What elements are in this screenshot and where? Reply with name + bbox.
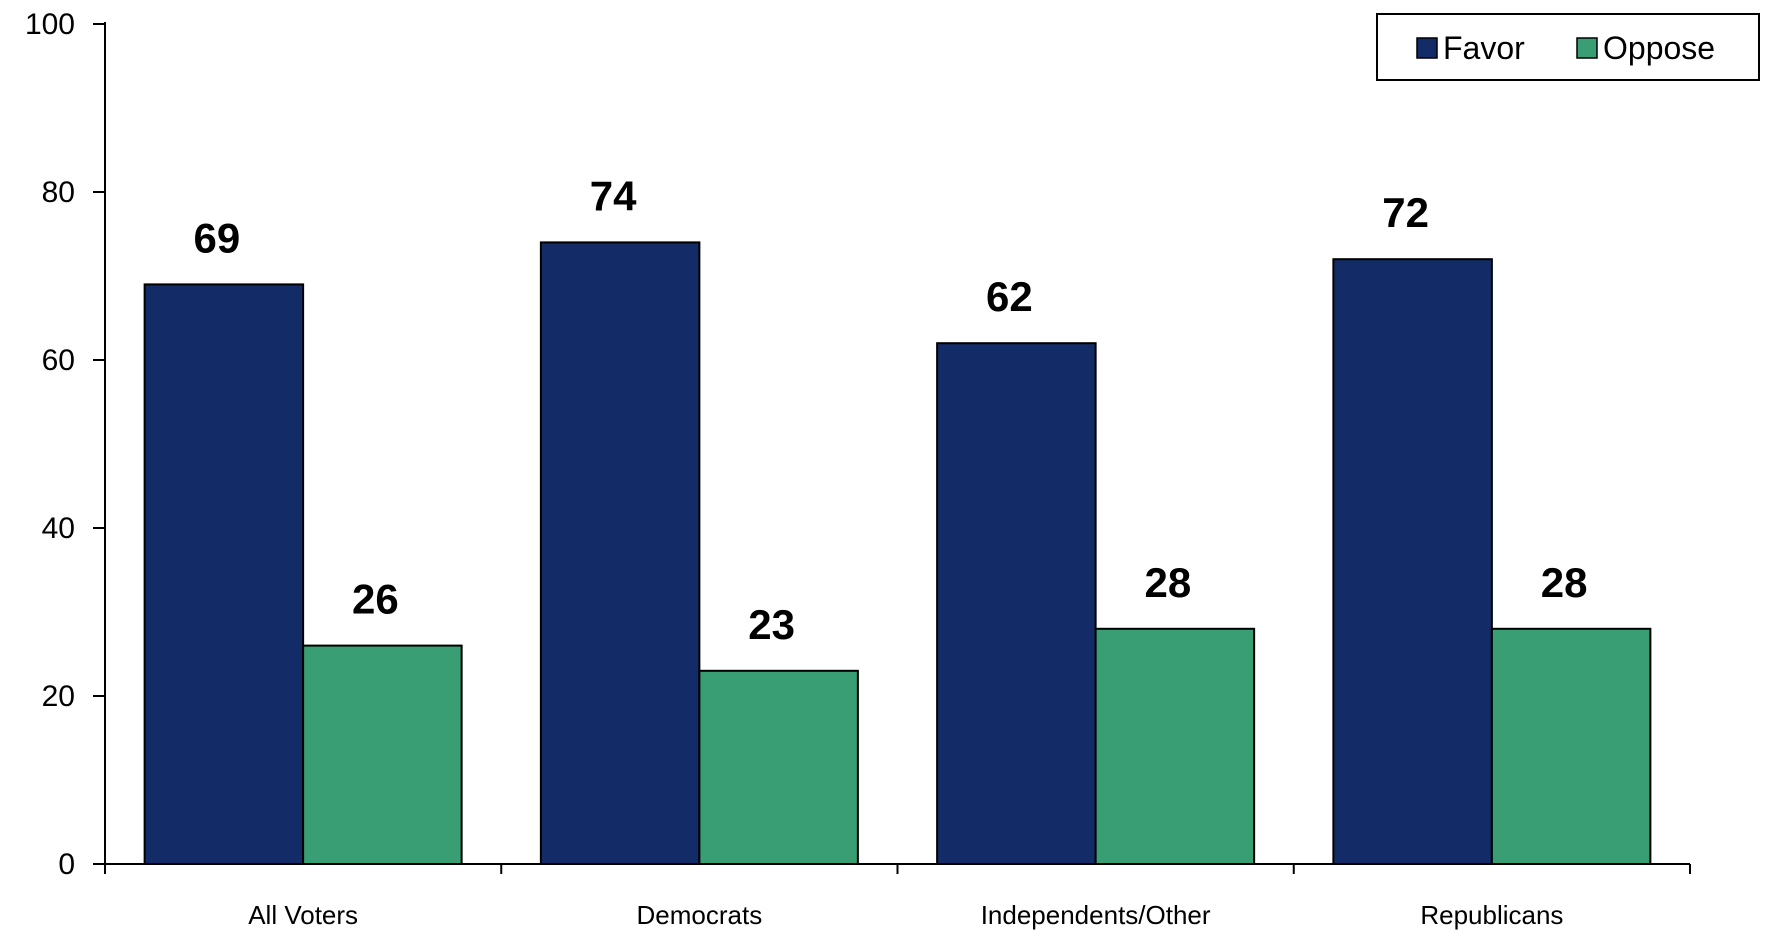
y-axis: 0 20 40 60 80 100 (25, 8, 106, 881)
legend-box (1376, 13, 1760, 81)
x-category-label: Independents/Other (981, 900, 1211, 930)
data-label-oppose: 23 (748, 601, 795, 648)
y-tick-label: 60 (42, 344, 75, 377)
bar-favor (1332, 258, 1493, 865)
y-tick-label: 80 (42, 176, 75, 209)
bar-favor (539, 241, 701, 865)
y-tick-label: 40 (42, 512, 75, 545)
bar-oppose (1490, 627, 1652, 865)
legend-label-favor: Favor (1443, 30, 1525, 66)
y-tick-label: 20 (42, 680, 75, 713)
x-category-label: Republicans (1420, 900, 1563, 930)
legend-label-oppose: Oppose (1603, 30, 1715, 66)
bar-oppose (1094, 627, 1256, 865)
bar-oppose (302, 644, 463, 865)
legend-swatch-oppose (1576, 37, 1598, 59)
x-category-label: All Voters (248, 900, 358, 930)
data-label-favor: 72 (1382, 189, 1429, 236)
legend-swatch-favor (1416, 37, 1438, 59)
data-label-favor: 69 (194, 214, 241, 261)
bar-favor (936, 342, 1097, 865)
bar-favor (143, 283, 305, 865)
x-category-label: Democrats (637, 900, 763, 930)
data-label-favor: 74 (590, 172, 637, 219)
bars (143, 241, 1652, 865)
data-label-favor: 62 (986, 273, 1033, 320)
data-label-oppose: 28 (1145, 559, 1192, 606)
x-axis: All Voters Democrats Independents/Other Rep… (104, 863, 1691, 930)
data-label-oppose: 28 (1541, 559, 1588, 606)
y-tick-label: 100 (25, 8, 75, 41)
data-labels: 69 26 74 23 62 28 72 28 (194, 172, 1588, 647)
data-label-oppose: 26 (352, 576, 399, 623)
y-tick-label: 0 (58, 848, 75, 881)
legend: Favor Oppose (1376, 13, 1760, 81)
bar-oppose (698, 669, 859, 865)
